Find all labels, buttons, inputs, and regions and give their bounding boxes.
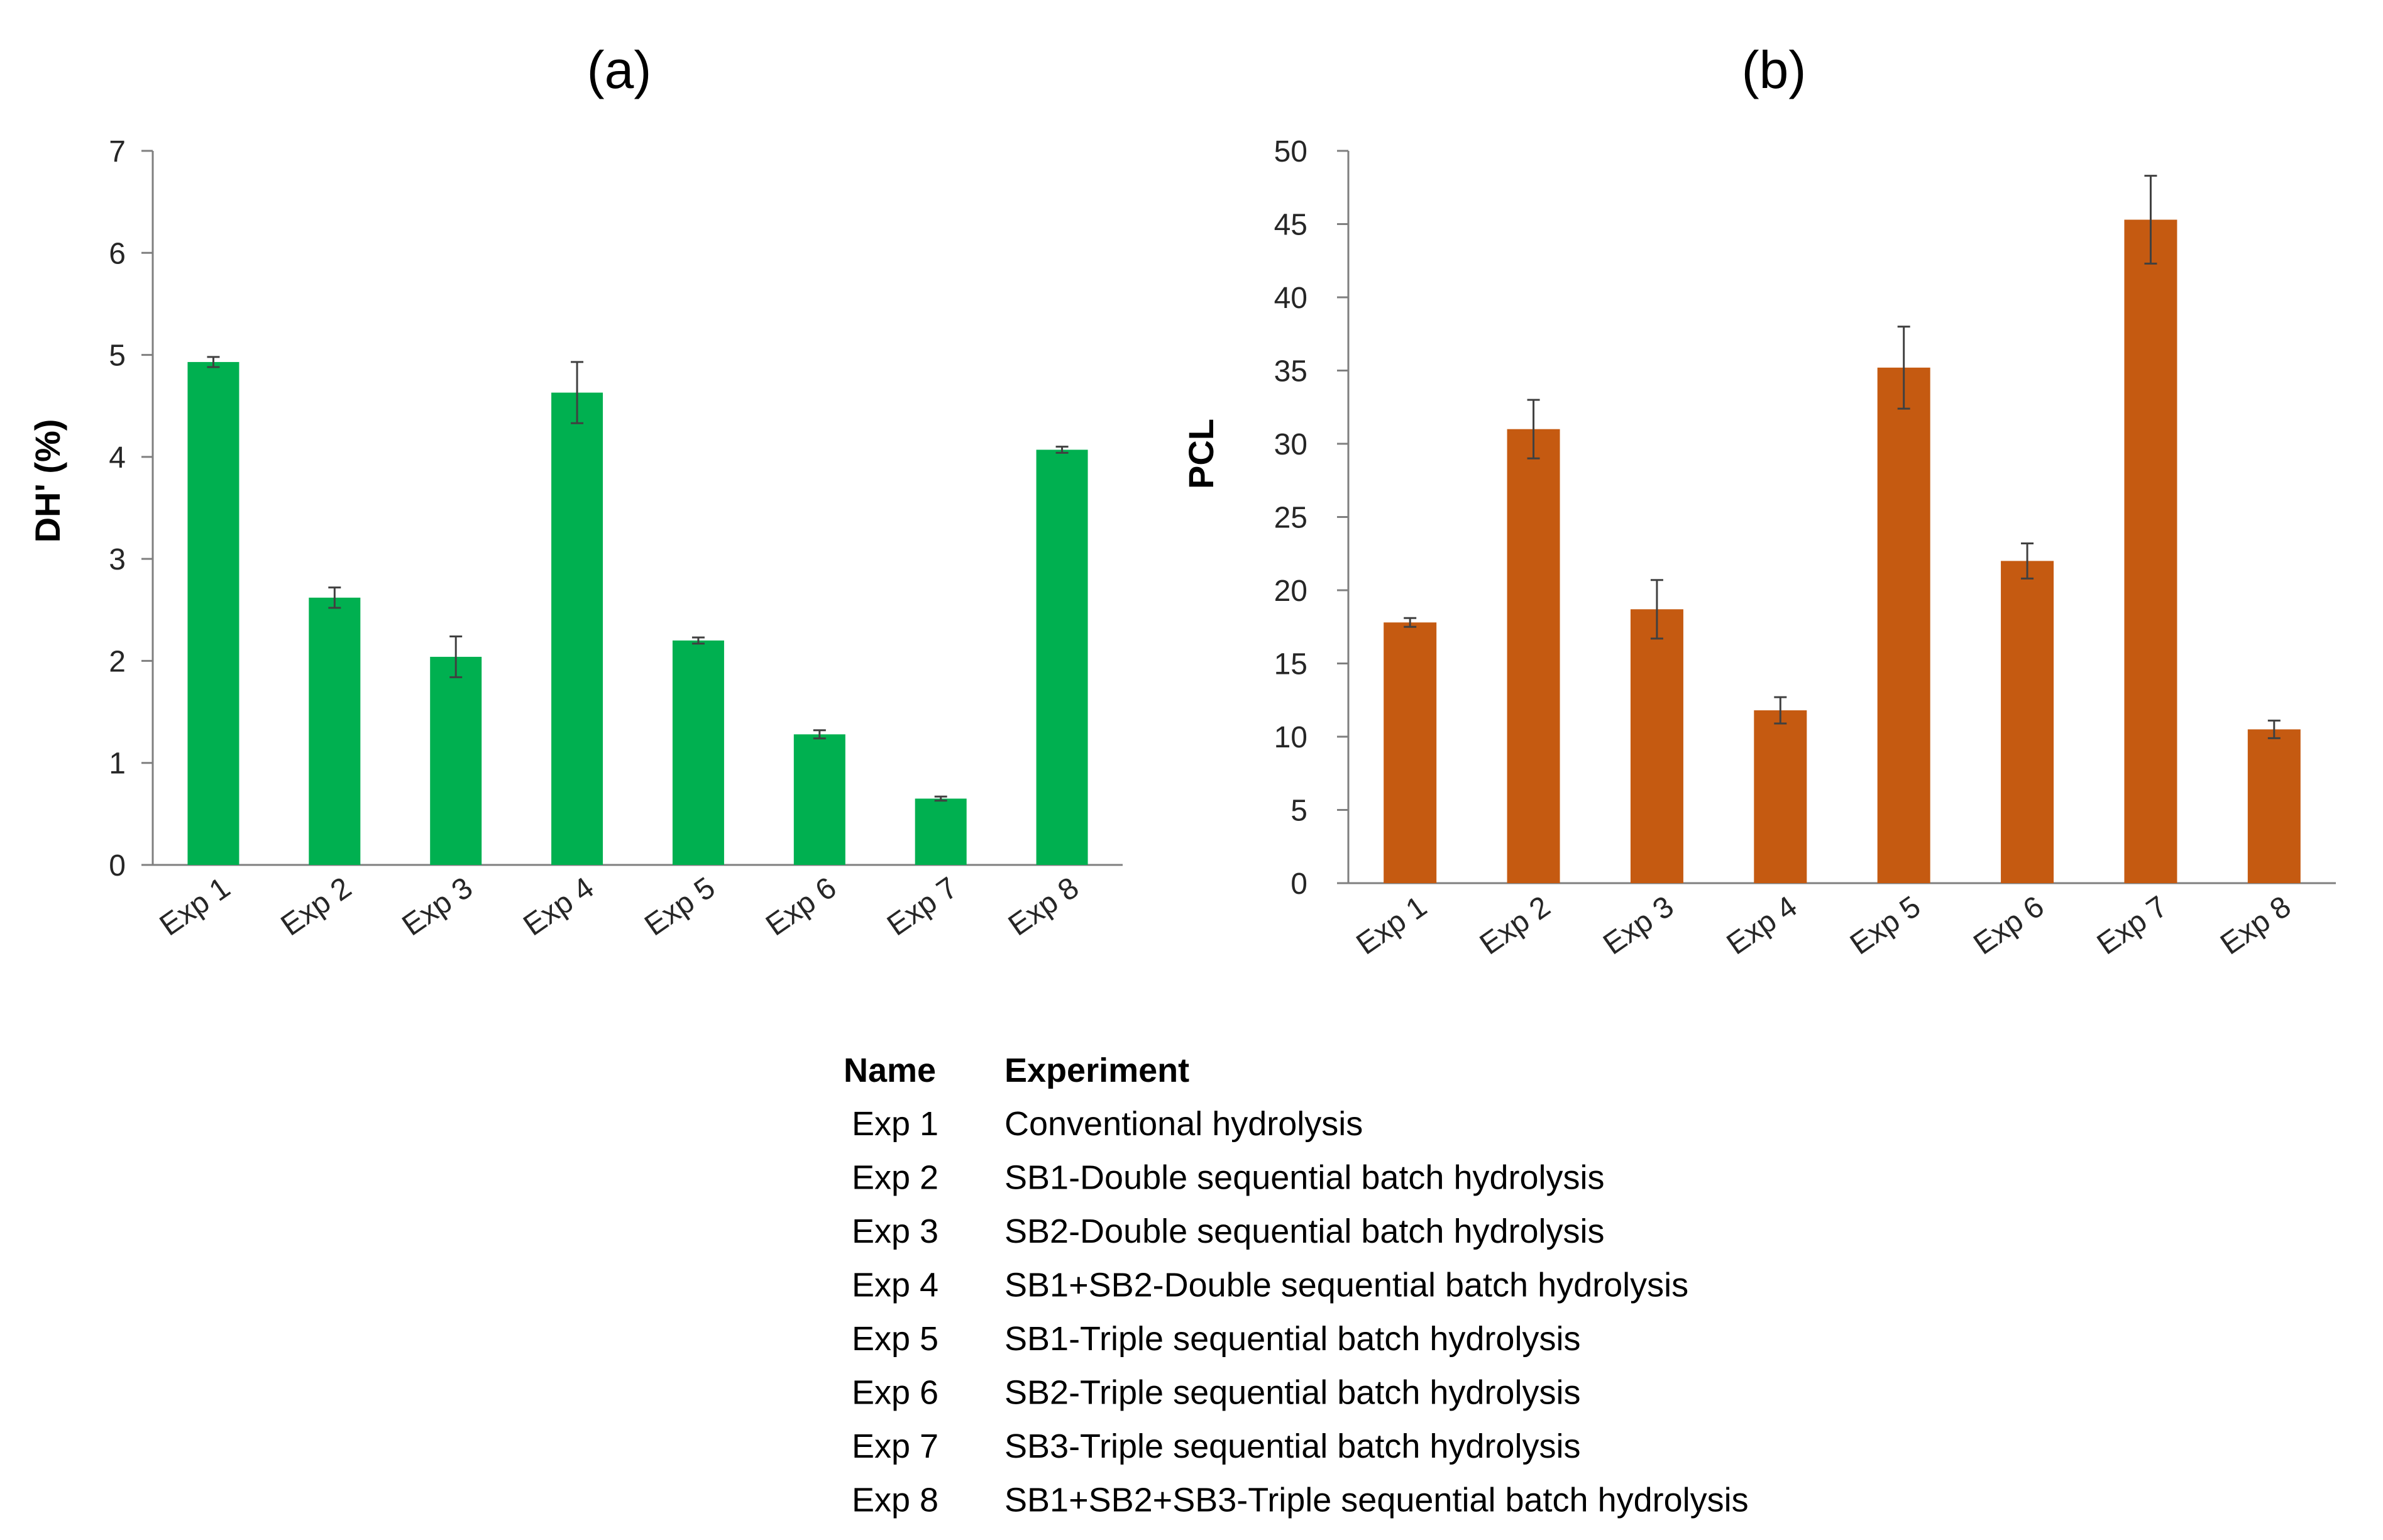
chart-b-y-tick-label: 10: [1274, 721, 1307, 754]
chart-a-bar: [309, 597, 361, 865]
chart-a-y-tick-label: 5: [109, 339, 126, 373]
chart-a-x-tick-label: Exp 8: [1003, 871, 1085, 943]
chart-a-bar: [187, 361, 239, 865]
chart-b-y-tick-label: 25: [1274, 502, 1307, 535]
chart-a-ylabel: DH' (%): [28, 419, 67, 543]
legend-row-name: Exp 8: [852, 1482, 938, 1519]
chart-a-y-tick-label: 3: [109, 543, 126, 576]
chart-b-y-tick-label: 0: [1291, 867, 1307, 901]
chart-a: (a) DH' (%) 0 1 2 3 4 5 6 7 Exp 1 Exp 2 Exp 3 Exp 4 Ex…: [28, 40, 1123, 942]
chart-b-bar: [1630, 609, 1683, 883]
chart-b-bar: [1754, 710, 1807, 883]
chart-b: (b) PCL 0 5 10 15 20 25 30 35 40 45 50 Exp 1 Exp 2 Exp …: [1181, 40, 2336, 961]
chart-a-title: (a): [587, 40, 652, 99]
chart-a-x-tick-label: Exp 4: [517, 871, 600, 943]
chart-b-bar: [2124, 219, 2177, 883]
legend-row-name: Exp 3: [852, 1213, 938, 1250]
chart-b-y-tick-label: 5: [1291, 795, 1307, 828]
chart-a-x-tick-label: Exp 5: [639, 871, 721, 943]
legend-row-experiment: SB1-Double sequential batch hydrolysis: [1004, 1159, 1605, 1197]
legend-row-experiment: SB1+SB2+SB3-Triple sequential batch hydr…: [1004, 1482, 1749, 1519]
chart-b-bar: [2001, 561, 2054, 883]
chart-b-bar: [2247, 729, 2301, 883]
chart-b-x-tick-label: Exp 4: [1721, 890, 1803, 962]
chart-a-x-tick-label: Exp 7: [881, 871, 964, 943]
legend-row-experiment: SB3-Triple sequential batch hydrolysis: [1004, 1427, 1580, 1465]
legend-table: Name Experiment Exp 1 Conventional hydrol…: [844, 1052, 1749, 1519]
chart-b-y-tick-label: 15: [1274, 648, 1307, 681]
chart-b-bar: [1384, 622, 1437, 883]
chart-a-y-tick-label: 2: [109, 645, 126, 678]
chart-b-bar: [1507, 429, 1560, 883]
legend-row-name: Exp 4: [852, 1267, 938, 1304]
chart-a-bar: [793, 734, 845, 865]
chart-b-x-tick-label: Exp 1: [1351, 890, 1433, 962]
chart-a-y-tick-label: 1: [109, 747, 126, 781]
legend-row-name: Exp 1: [852, 1105, 938, 1143]
chart-a-bar: [1036, 449, 1088, 865]
chart-b-title: (b): [1742, 40, 1807, 99]
legend-row-name: Exp 7: [852, 1427, 938, 1465]
chart-a-bar: [430, 656, 482, 865]
chart-a-bar: [672, 640, 724, 865]
chart-a-x-tick-label: Exp 6: [760, 871, 842, 943]
chart-a-y-tick-label: 0: [109, 849, 126, 883]
legend-row-name: Exp 6: [852, 1374, 938, 1412]
legend-row-experiment: SB2-Double sequential batch hydrolysis: [1004, 1213, 1605, 1250]
chart-a-y-tick-label: 4: [109, 441, 126, 475]
chart-b-y-tick-label: 20: [1274, 575, 1307, 608]
chart-b-y-tick-label: 50: [1274, 135, 1307, 168]
chart-b-y-tick-label: 30: [1274, 428, 1307, 461]
legend-row-name: Exp 5: [852, 1320, 938, 1358]
chart-a-x-tick-label: Exp 2: [275, 871, 358, 943]
chart-b-y-tick-label: 35: [1274, 355, 1307, 388]
chart-b-x-tick-label: Exp 8: [2215, 890, 2297, 962]
chart-b-y-tick-label: 40: [1274, 282, 1307, 315]
legend-rows: Exp 1 Conventional hydrolysis Exp 2 SB1-Dou…: [852, 1105, 1749, 1519]
chart-b-x-tick-label: Exp 7: [2091, 890, 2174, 962]
chart-b-bar: [1877, 367, 1930, 883]
legend-row-experiment: SB2-Triple sequential batch hydrolysis: [1004, 1374, 1580, 1412]
legend-row-experiment: SB1+SB2-Double sequential batch hydrolys…: [1004, 1267, 1688, 1304]
chart-a-bar: [915, 798, 967, 865]
legend-header-experiment: Experiment: [1004, 1052, 1189, 1089]
legend-header-name: Name: [844, 1052, 936, 1089]
chart-a-y-tick-label: 6: [109, 237, 126, 270]
chart-b-x-tick-label: Exp 6: [1967, 890, 2050, 962]
legend-row-experiment: SB1-Triple sequential batch hydrolysis: [1004, 1320, 1580, 1358]
chart-a-x-tick-label: Exp 3: [397, 871, 479, 943]
chart-b-x-tick-label: Exp 3: [1597, 890, 1680, 962]
legend-row-name: Exp 2: [852, 1159, 938, 1197]
chart-b-y-tick-label: 45: [1274, 209, 1307, 242]
chart-a-bar: [551, 392, 603, 865]
chart-b-ylabel: PCL: [1181, 419, 1221, 489]
chart-b-x-tick-label: Exp 2: [1474, 890, 1556, 962]
chart-a-y-tick-label: 7: [109, 135, 126, 168]
chart-b-x-tick-label: Exp 5: [1844, 890, 1927, 962]
legend-row-experiment: Conventional hydrolysis: [1004, 1105, 1363, 1143]
chart-a-x-tick-label: Exp 1: [154, 871, 236, 943]
